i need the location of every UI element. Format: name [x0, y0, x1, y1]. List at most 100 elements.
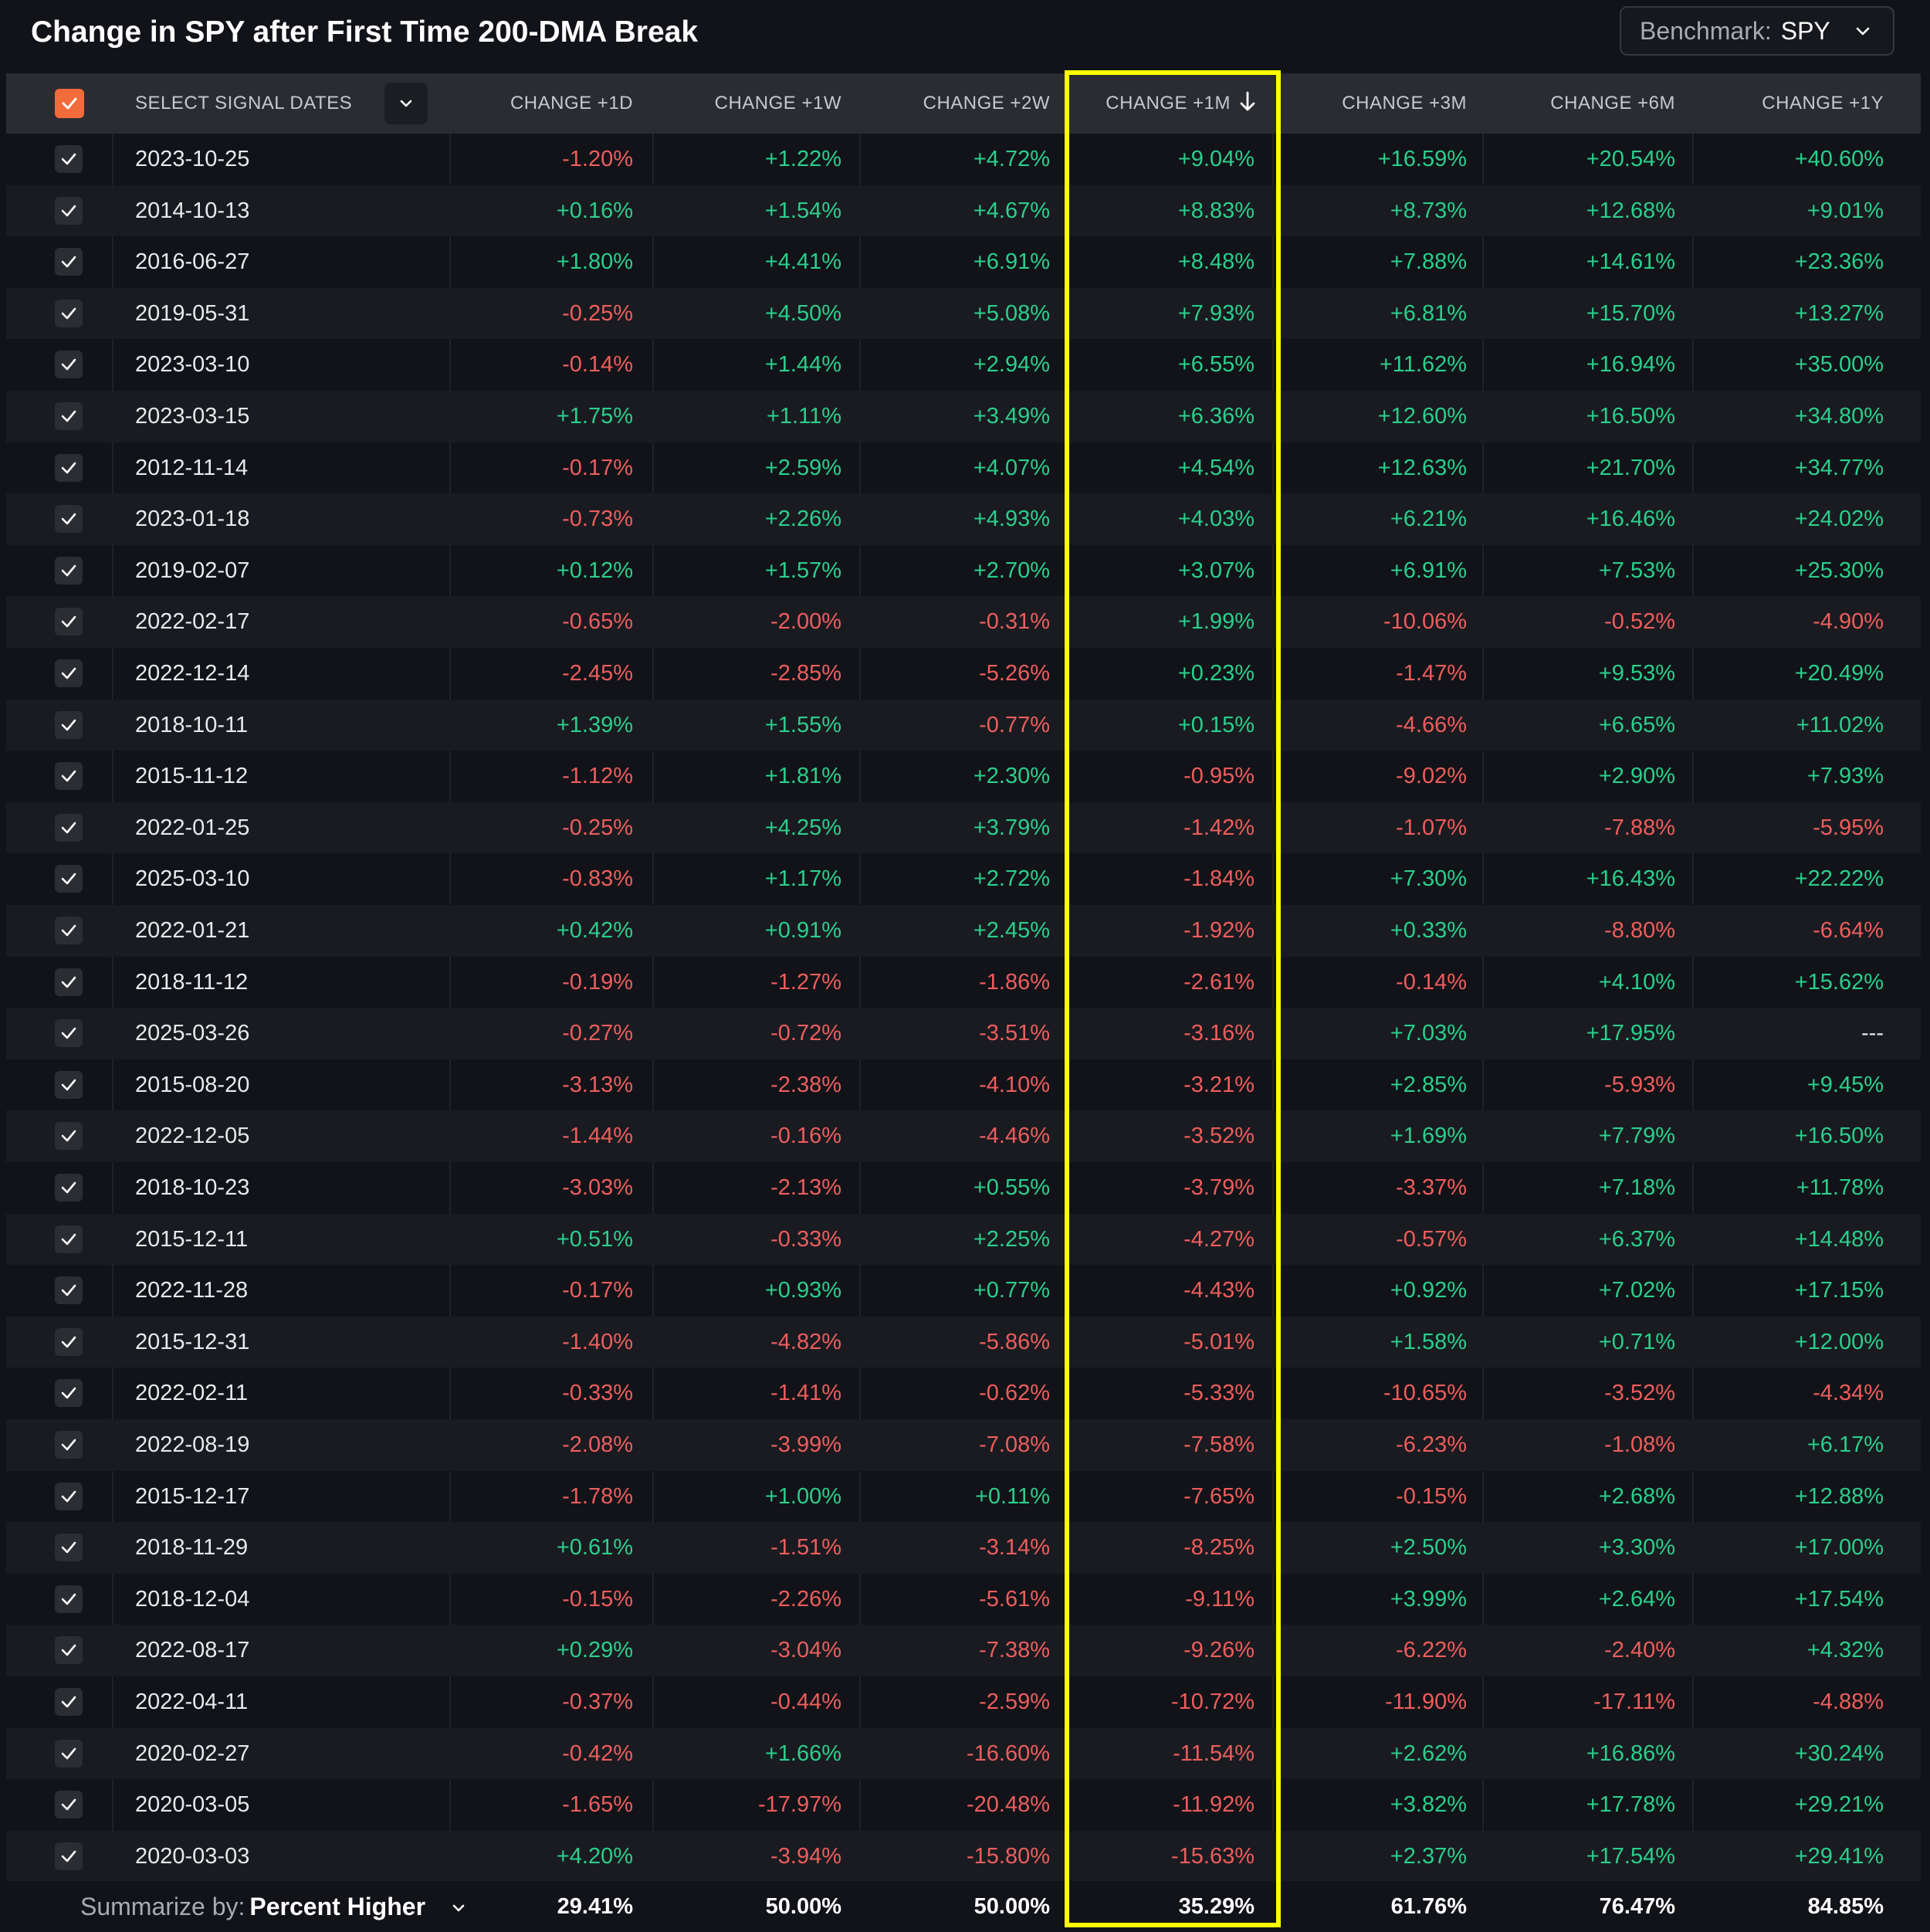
change-2w-value: -3.51%	[979, 1021, 1050, 1046]
row-checkbox[interactable]	[55, 1739, 83, 1768]
signal-dates-dropdown-button[interactable]	[384, 83, 428, 124]
check-icon	[61, 1747, 76, 1759]
change-1w-value: -1.41%	[770, 1381, 841, 1406]
change-1w-value: +1.11%	[766, 404, 841, 429]
row-checkbox[interactable]	[55, 1842, 83, 1870]
change-1d-value: -0.65%	[562, 609, 633, 635]
change-2w-value: +2.70%	[973, 558, 1050, 583]
chevron-down-icon[interactable]	[450, 1900, 467, 1917]
change-6m-value: +12.68%	[1586, 198, 1675, 223]
change-6m-value: -0.52%	[1604, 609, 1675, 635]
change-1m-value: +4.54%	[1177, 455, 1254, 480]
row-checkbox[interactable]	[55, 1327, 83, 1356]
change-1m-value: +8.48%	[1177, 249, 1254, 275]
check-icon	[61, 1284, 76, 1296]
change-1w-value: -0.16%	[770, 1124, 841, 1149]
change-1m-value: -15.63%	[1170, 1843, 1254, 1869]
row-checkbox[interactable]	[55, 1791, 83, 1819]
summarize-mode: Percent Higher	[249, 1893, 426, 1920]
row-checkbox[interactable]	[55, 1585, 83, 1613]
change-2w-value: +3.49%	[973, 404, 1050, 429]
row-checkbox[interactable]	[55, 710, 83, 739]
row-checkbox[interactable]	[55, 813, 83, 842]
row-checkbox[interactable]	[55, 145, 83, 173]
change-2w-value: +5.08%	[973, 300, 1050, 326]
change-6m-value: -2.40%	[1604, 1638, 1675, 1663]
row-checkbox[interactable]	[55, 1225, 83, 1253]
summarize-by-select[interactable]: Summarize by: Percent Higher	[80, 1881, 425, 1932]
change-2w-value: -5.86%	[979, 1329, 1050, 1354]
signal-date: 2025-03-10	[135, 866, 250, 892]
row-checkbox[interactable]	[55, 248, 83, 276]
table-row: 2018-11-12 -0.19% -1.27% -1.86% -2.61% -0.14%…	[6, 957, 1921, 1008]
signal-date: 2019-05-31	[135, 300, 250, 326]
check-icon	[61, 719, 76, 730]
signal-date: 2022-11-28	[135, 1278, 249, 1303]
row-checkbox[interactable]	[55, 865, 83, 893]
change-1w-value: -1.27%	[770, 969, 841, 995]
row-checkbox[interactable]	[55, 505, 83, 534]
row-checkbox[interactable]	[55, 1482, 83, 1510]
change-6m-value: +2.90%	[1598, 764, 1675, 789]
row-checkbox[interactable]	[55, 1019, 83, 1048]
col-header-1y[interactable]: CHANGE +1Y	[1762, 93, 1884, 114]
col-header-6m[interactable]: CHANGE +6M	[1550, 93, 1675, 114]
check-icon	[61, 307, 76, 320]
signal-date: 2015-12-17	[135, 1483, 250, 1509]
row-checkbox[interactable]	[55, 762, 83, 791]
row-checkbox[interactable]	[55, 1070, 83, 1099]
row-checkbox[interactable]	[55, 1534, 83, 1562]
col-header-2w[interactable]: CHANGE +2W	[923, 93, 1050, 114]
change-1y-value: +17.15%	[1794, 1278, 1884, 1303]
row-checkbox[interactable]	[55, 1122, 83, 1151]
row-checkbox[interactable]	[55, 1431, 83, 1459]
row-checkbox[interactable]	[55, 1636, 83, 1665]
change-1d-value: -1.44%	[562, 1124, 633, 1149]
check-icon	[61, 1696, 76, 1708]
change-1m-value: +6.36%	[1177, 404, 1254, 429]
signal-date: 2022-04-11	[135, 1690, 249, 1714]
change-1y-value: -6.64%	[1813, 918, 1884, 943]
row-checkbox[interactable]	[55, 556, 83, 585]
col-header-1w[interactable]: CHANGE +1W	[714, 93, 841, 114]
change-2w-value: -4.46%	[979, 1124, 1050, 1149]
change-3m-value: -6.23%	[1396, 1432, 1467, 1457]
row-checkbox[interactable]	[55, 196, 83, 225]
select-all-checkbox[interactable]	[55, 89, 84, 118]
change-6m-value: +0.71%	[1598, 1329, 1675, 1354]
change-1d-value: -0.19%	[562, 969, 633, 995]
col-header-3m[interactable]: CHANGE +3M	[1342, 93, 1467, 114]
change-1y-value: +11.78%	[1796, 1175, 1884, 1200]
col-header-1d[interactable]: CHANGE +1D	[510, 93, 633, 114]
change-6m-value: -1.08%	[1604, 1432, 1675, 1457]
change-6m-value: +6.65%	[1598, 712, 1675, 737]
row-checkbox[interactable]	[55, 1379, 83, 1408]
change-1d-value: -2.45%	[562, 661, 633, 686]
change-1y-value: -4.90%	[1813, 609, 1884, 635]
change-2w-value: -5.26%	[979, 661, 1050, 686]
row-checkbox[interactable]	[55, 608, 83, 636]
benchmark-select[interactable]: Benchmark: SPY	[1620, 6, 1894, 56]
row-checkbox[interactable]	[55, 917, 83, 944]
col-header-1m[interactable]: CHANGE +1M	[1064, 73, 1257, 134]
sort-descending-icon	[1240, 91, 1255, 111]
change-1d-value: -1.40%	[562, 1329, 633, 1354]
table-row: 2022-01-25 -0.25% +4.25% +3.79% -1.42% -1.07%…	[6, 802, 1921, 854]
change-3m-value: +1.69%	[1390, 1124, 1467, 1149]
check-icon	[61, 1388, 76, 1399]
row-checkbox[interactable]	[55, 968, 83, 996]
row-checkbox[interactable]	[55, 1174, 83, 1202]
row-checkbox[interactable]	[55, 1276, 83, 1305]
signal-date: 2023-03-15	[135, 404, 250, 429]
row-checkbox[interactable]	[55, 659, 83, 687]
row-checkbox[interactable]	[55, 402, 83, 430]
signal-date: 2020-03-03	[135, 1843, 250, 1869]
row-checkbox[interactable]	[55, 351, 83, 379]
row-checkbox[interactable]	[55, 1688, 83, 1716]
change-2w-value: +4.72%	[973, 147, 1050, 171]
change-1y-value: +34.80%	[1794, 404, 1884, 429]
change-1d-value: +1.80%	[556, 249, 633, 275]
change-3m-value: +6.21%	[1390, 507, 1467, 532]
row-checkbox[interactable]	[55, 453, 83, 482]
row-checkbox[interactable]	[55, 299, 83, 327]
